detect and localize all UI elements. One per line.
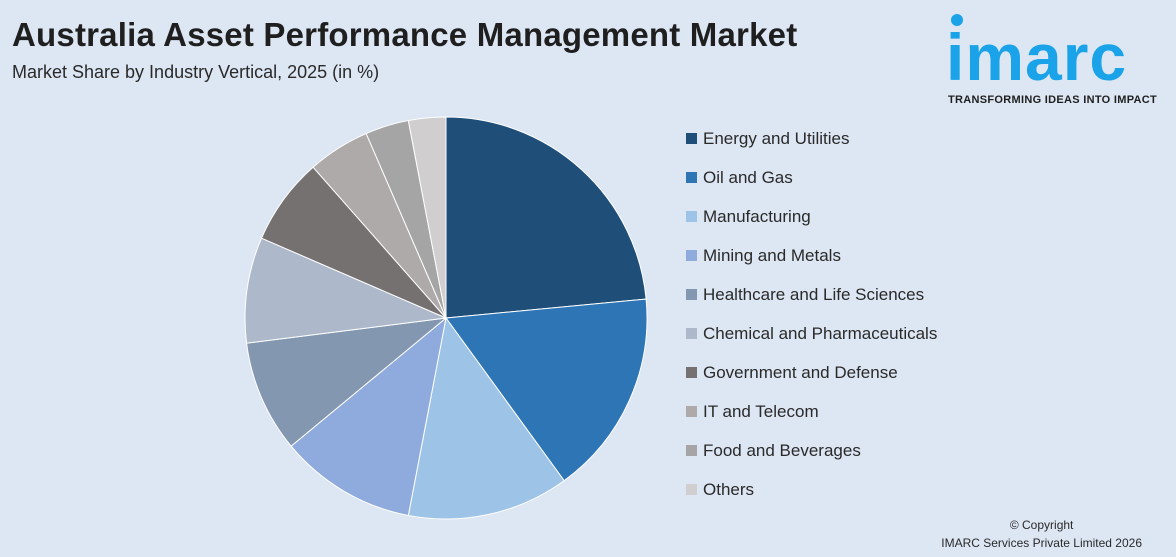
copyright-line-1: © Copyright (1009, 518, 1074, 532)
legend-label: Mining and Metals (703, 245, 841, 265)
pie-slice-manufacturing (407, 316, 565, 520)
legend-item: Energy and Utilities (686, 119, 937, 158)
pie-slice-chemical-and-pharmaceuticals (244, 237, 448, 344)
pie-slices (244, 116, 648, 520)
legend-item: Manufacturing (686, 197, 937, 236)
copyright-line-2: IMARC Services Private Limited 2026 (941, 536, 1142, 550)
legend-label: Oil and Gas (703, 167, 793, 187)
pie-chart (244, 116, 648, 520)
legend-item: Government and Defense (686, 353, 937, 392)
copyright-notice: © Copyright IMARC Services Private Limit… (941, 516, 1142, 552)
pie-slice-healthcare-and-life-sciences (246, 317, 448, 447)
pie-slice-others (407, 116, 447, 319)
legend-item: Oil and Gas (686, 158, 937, 197)
legend-swatch (686, 406, 697, 417)
chart-title: Australia Asset Performance Management M… (12, 16, 798, 53)
legend-swatch (686, 289, 697, 300)
legend-item: Mining and Metals (686, 236, 937, 275)
pie-slice-energy-and-utilities (445, 116, 647, 319)
legend-label: Government and Defense (703, 362, 898, 382)
legend-swatch (686, 250, 697, 261)
legend-label: IT and Telecom (703, 401, 819, 421)
logo-dot-icon (951, 14, 963, 26)
pie-slice-oil-and-gas (445, 298, 648, 482)
legend-item: Chemical and Pharmaceuticals (686, 314, 937, 353)
legend-item: Food and Beverages (686, 431, 937, 470)
legend-item: Others (686, 470, 937, 509)
imarc-logo: imarc TRANSFORMING IDEAS INTO IMPACT (944, 12, 1170, 110)
legend-item: IT and Telecom (686, 392, 937, 431)
pie-slice-mining-and-metals (290, 316, 447, 517)
legend-label: Food and Beverages (703, 440, 861, 460)
legend-label: Energy and Utilities (703, 128, 850, 148)
logo-wordmark: imarc (946, 20, 1128, 94)
legend-label: Manufacturing (703, 206, 811, 226)
chart-subtitle: Market Share by Industry Vertical, 2025 … (12, 62, 380, 82)
legend-swatch (686, 445, 697, 456)
logo-tagline: TRANSFORMING IDEAS INTO IMPACT (948, 94, 1158, 106)
legend-item: Healthcare and Life Sciences (686, 275, 937, 314)
legend-label: Healthcare and Life Sciences (703, 284, 925, 304)
chart-legend: Energy and Utilities Oil and Gas Manufactu… (686, 119, 937, 509)
legend-label: Chemical and Pharmaceuticals (703, 323, 938, 343)
legend-swatch (686, 133, 697, 144)
legend-swatch (686, 328, 697, 339)
legend-swatch (686, 211, 697, 222)
legend-swatch (686, 367, 697, 378)
legend-label: Others (703, 479, 755, 499)
legend-swatch (686, 484, 697, 495)
legend-swatch (686, 172, 697, 183)
